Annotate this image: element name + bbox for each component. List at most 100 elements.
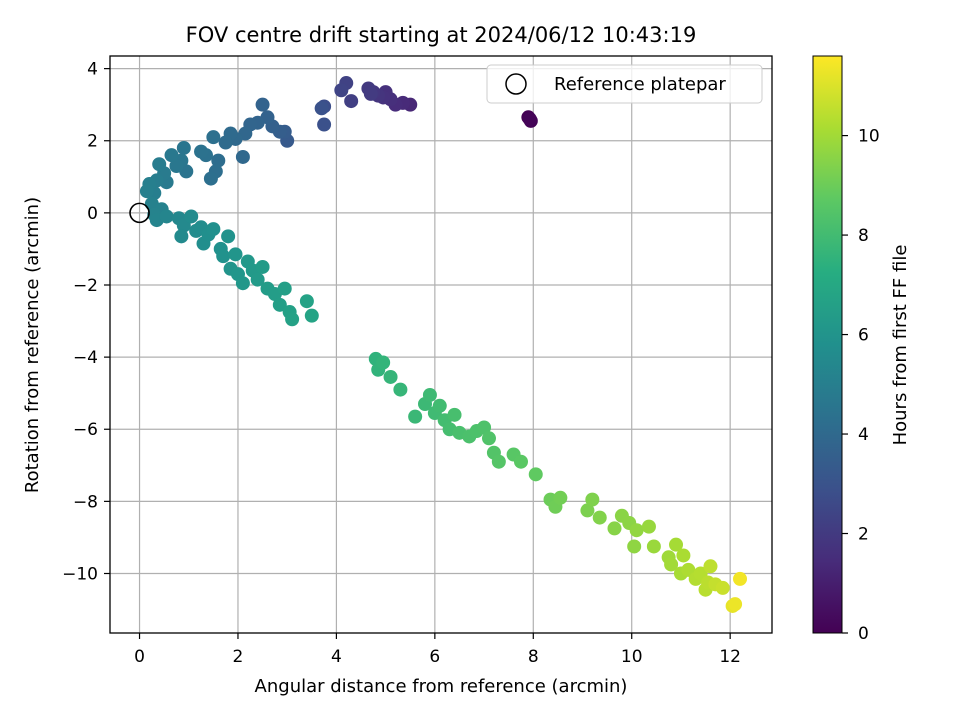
y-tick-label: −6 [73,420,98,440]
data-point [447,407,462,422]
x-tick-label: 12 [719,647,741,667]
legend-marker-icon [505,73,527,95]
colorbar-tick-label: 10 [858,127,880,147]
data-point [164,148,179,163]
legend: Reference platepar [486,64,763,104]
data-point [216,249,231,264]
x-axis-ticks: 0 2 4 6 8 10 12 [134,633,741,667]
data-point [218,135,233,150]
colorbar-tick-label: 0 [858,624,869,644]
data-point [646,539,661,554]
data-point [152,157,167,172]
data-point [255,97,270,112]
data-point [203,171,218,186]
data-point [176,140,191,155]
x-tick-label: 2 [233,647,244,667]
data-point [206,222,221,237]
data-point [221,229,236,244]
colorbar: 0 2 4 6 8 10 Hours from first FF file [812,55,911,644]
data-points [129,76,748,613]
data-point [255,259,270,274]
y-tick-label: −2 [73,276,98,296]
data-point [664,557,679,572]
data-point [304,308,319,323]
data-point [139,184,154,199]
data-point [580,503,595,518]
colorbar-gradient [812,55,843,634]
x-tick-label: 4 [331,647,342,667]
data-point [299,294,314,309]
data-point [669,537,684,552]
data-point [728,597,743,612]
colorbar-tick-label: 2 [858,525,869,545]
data-point [363,86,378,101]
data-point [393,382,408,397]
data-point [528,467,543,482]
data-point [491,454,506,469]
data-point [159,209,174,224]
y-axis-ticks: −10 −8 −6 −4 −2 0 2 4 [62,60,110,584]
x-tick-label: 8 [528,647,539,667]
y-tick-label: 0 [87,204,98,224]
data-point [184,209,199,224]
data-point [235,276,250,291]
y-tick-label: −10 [62,564,98,584]
x-tick-label: 10 [621,647,643,667]
data-point [206,130,221,145]
data-point [376,355,391,370]
data-point [228,247,243,262]
data-point [174,229,189,244]
data-point [703,559,718,574]
y-tick-label: 2 [87,132,98,152]
data-point [277,281,292,296]
data-point [585,492,600,507]
data-point [676,548,691,563]
data-point [715,580,730,595]
data-point [317,117,332,132]
y-tick-label: −8 [73,492,98,512]
legend-box [486,64,763,104]
data-point [592,510,607,525]
colorbar-tick-label: 4 [858,425,869,445]
data-point [627,539,642,554]
y-axis-label: Rotation from reference (arcmin) [22,197,43,493]
data-point [553,490,568,505]
grid-lines [110,56,772,633]
data-point [334,83,349,98]
y-tick-label: −4 [73,348,98,368]
data-point [733,571,748,586]
legend-label: Reference platepar [554,74,726,95]
data-point [285,312,300,327]
data-point [607,521,622,536]
data-point [235,149,250,164]
data-point [250,272,265,287]
data-point [272,297,287,312]
data-point [408,409,423,424]
data-point [522,112,537,127]
data-point [432,398,447,413]
y-tick-label: 4 [87,60,98,80]
colorbar-tick-label: 6 [858,326,869,346]
data-point [422,387,437,402]
plot-frame [109,55,773,634]
reference-point-marker [129,202,150,224]
data-point [481,431,496,446]
colorbar-label: Hours from first FF file [890,245,911,446]
data-point [344,94,359,109]
data-point [513,454,528,469]
colorbar-tick-label: 8 [858,226,869,246]
data-point [314,101,329,116]
x-tick-label: 6 [429,647,440,667]
colorbar-ticks: 0 2 4 6 8 10 [842,127,880,644]
data-point [641,519,656,534]
data-point [211,153,226,168]
chart-title: FOV centre drift starting at 2024/06/12 … [186,23,697,47]
data-point [194,144,209,159]
data-point [383,369,398,384]
x-axis-label: Angular distance from reference (arcmin) [255,676,628,697]
x-tick-label: 0 [134,647,145,667]
data-point [169,158,184,173]
data-point [629,523,644,538]
data-point [477,420,492,435]
